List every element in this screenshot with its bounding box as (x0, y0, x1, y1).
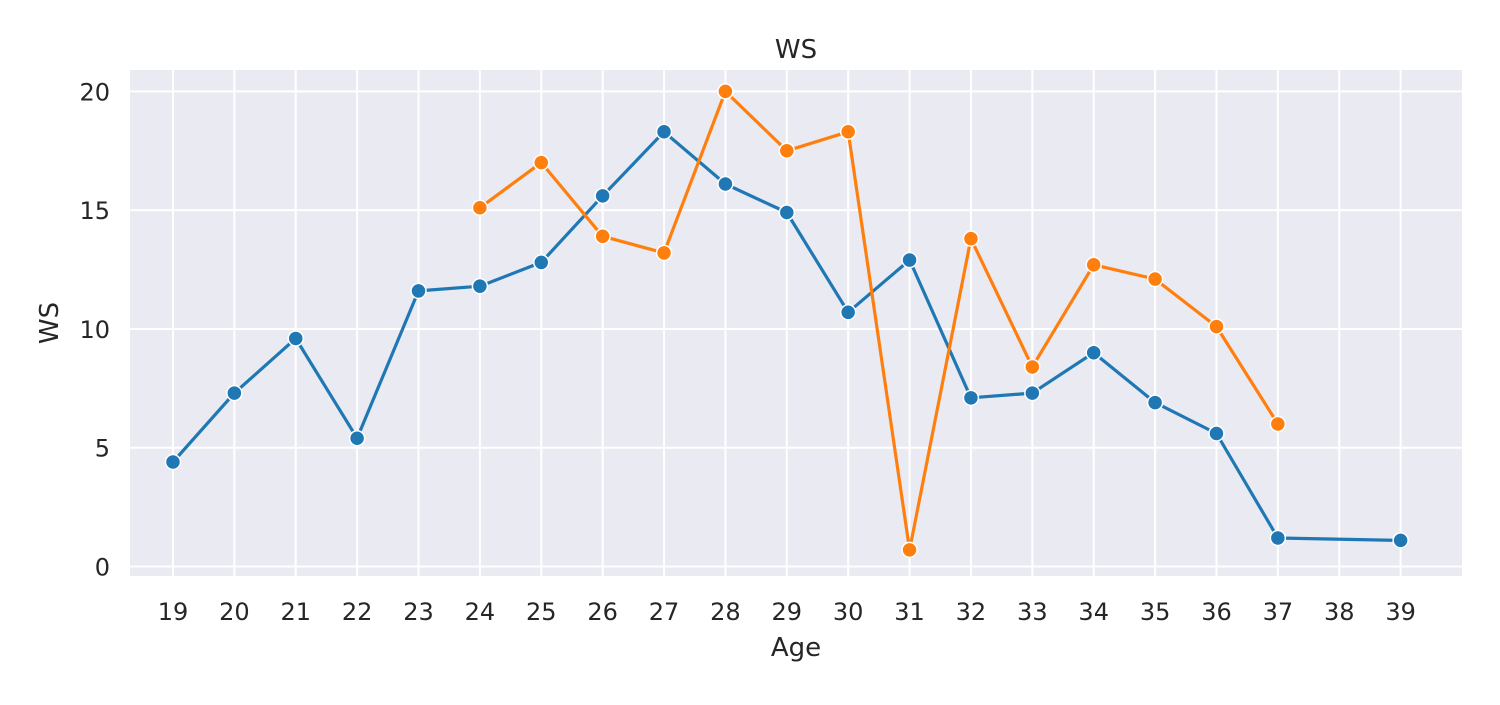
data-point (1208, 318, 1225, 335)
x-tick-label: 19 (158, 598, 189, 626)
x-tick-label: 37 (1263, 598, 1294, 626)
x-axis-tick-labels: 19 20 21 22 23 24 25 26 27 28 29 30 31 32 33 34 35 36 37 38… (158, 598, 1416, 626)
y-tick-label: 10 (79, 316, 110, 344)
x-tick-label: 34 (1078, 598, 1109, 626)
data-point (1269, 415, 1287, 433)
data-point (164, 453, 182, 471)
plot-area-background (130, 70, 1462, 576)
y-tick-label: 0 (95, 553, 110, 581)
data-point (1085, 344, 1102, 361)
x-axis-label: Age (771, 633, 821, 663)
data-point (471, 199, 489, 217)
x-tick-label: 33 (1017, 598, 1048, 626)
x-tick-label: 26 (587, 598, 618, 626)
x-tick-label: 39 (1385, 598, 1416, 626)
x-tick-label: 32 (956, 598, 987, 626)
x-tick-label: 35 (1140, 598, 1171, 626)
data-point (778, 204, 796, 221)
data-point (901, 251, 918, 269)
x-tick-label: 21 (280, 598, 311, 626)
data-point (594, 228, 611, 245)
x-tick-label: 24 (465, 598, 496, 626)
data-point (962, 389, 980, 407)
x-tick-label: 20 (219, 598, 250, 626)
data-point (533, 154, 550, 171)
data-point (717, 83, 734, 100)
series-line (171, 130, 1401, 542)
data-point (1146, 394, 1164, 411)
x-tick-label: 28 (710, 598, 741, 626)
data-point (471, 277, 489, 295)
data-point (410, 282, 427, 300)
data-point (226, 384, 243, 402)
data-point (962, 230, 980, 247)
data-point (839, 123, 857, 141)
data-point (1024, 358, 1041, 376)
series-line (478, 89, 1280, 552)
data-point (901, 541, 918, 559)
data-point (594, 187, 611, 205)
data-point (778, 142, 796, 160)
y-axis-tick-labels: 0 5 10 15 20 (79, 78, 110, 581)
chart-title: WS (775, 35, 817, 65)
x-tick-label: 30 (833, 598, 864, 626)
x-tick-label: 29 (772, 598, 803, 626)
x-tick-label: 22 (342, 598, 373, 626)
data-point (1269, 529, 1287, 547)
series-layer (164, 83, 1409, 559)
data-point (839, 304, 857, 321)
y-axis-label: WS (35, 302, 65, 344)
data-point (1085, 256, 1102, 274)
data-point (1208, 425, 1225, 442)
data-point (1392, 532, 1409, 549)
y-tick-label: 20 (79, 78, 110, 106)
data-point (1024, 384, 1041, 402)
data-point (1146, 270, 1164, 288)
data-point (348, 429, 366, 447)
y-tick-label: 5 (95, 435, 110, 463)
data-point (717, 175, 734, 193)
data-point (655, 123, 673, 141)
x-tick-label: 27 (649, 598, 680, 626)
series-2 (471, 83, 1287, 559)
x-tick-label: 31 (894, 598, 925, 626)
x-tick-label: 38 (1324, 598, 1355, 626)
x-tick-label: 25 (526, 598, 557, 626)
data-point (533, 254, 550, 271)
x-tick-label: 23 (403, 598, 434, 626)
data-point (655, 244, 673, 262)
data-point (287, 330, 304, 347)
y-tick-label: 15 (79, 197, 110, 225)
x-tick-label: 36 (1201, 598, 1232, 626)
series-1 (164, 123, 1409, 549)
